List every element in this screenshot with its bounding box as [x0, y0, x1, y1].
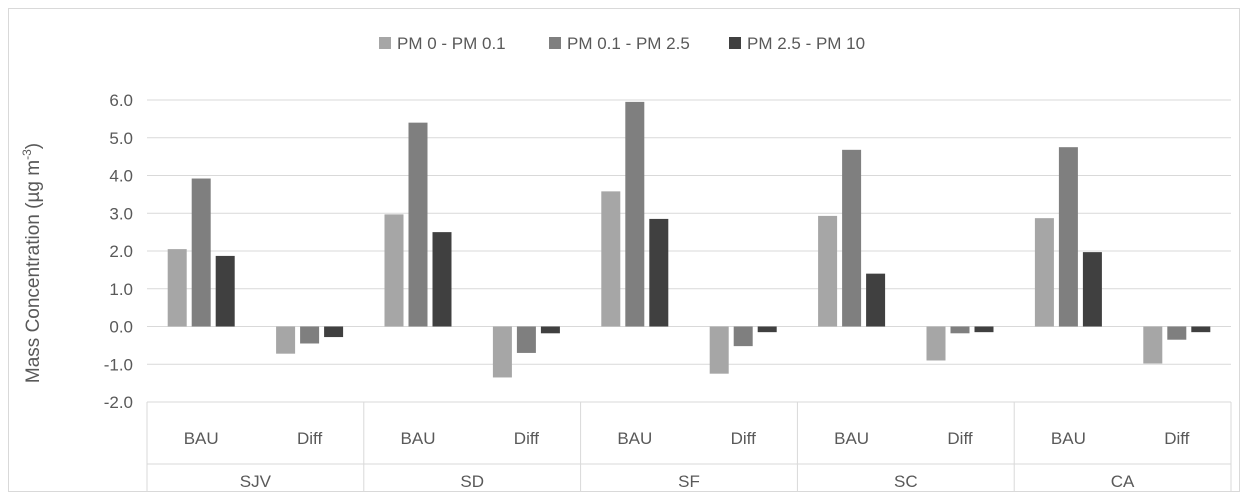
y-tick-label: 4.0: [109, 167, 133, 186]
y-tick-label: 2.0: [109, 242, 133, 261]
y-tick-label: 3.0: [109, 204, 133, 223]
bar: [432, 232, 452, 327]
x-group-label: SC: [894, 472, 918, 491]
legend-label: PM 0.1 - PM 2.5: [567, 34, 690, 53]
bar: [926, 326, 946, 361]
bar: [1058, 147, 1078, 327]
legend: PM 0 - PM 0.1 PM 0.1 - PM 2.5 PM 2.5 - PM …: [379, 34, 865, 53]
legend-swatch: [729, 37, 741, 49]
chart-frame: PM 0 - PM 0.1 PM 0.1 - PM 2.5 PM 2.5 - PM …: [8, 8, 1240, 492]
x-category-label: BAU: [834, 429, 869, 448]
bar: [540, 326, 560, 334]
bar: [601, 191, 621, 327]
bar: [276, 326, 296, 354]
bar: [1034, 218, 1054, 327]
legend-swatch: [549, 37, 561, 49]
bar: [492, 326, 512, 378]
legend-label: PM 0 - PM 0.1: [397, 34, 506, 53]
legend-swatch: [379, 37, 391, 49]
y-tick-label: 5.0: [109, 129, 133, 148]
y-axis-ticks: -2.0 -1.0 0.0 1.0 2.0 3.0 4.0 5.0 6.0: [104, 91, 133, 412]
bar: [215, 255, 235, 327]
x-category-label: Diff: [947, 429, 972, 448]
y-tick-label: 1.0: [109, 280, 133, 299]
bar: [974, 326, 994, 333]
x-category-label: BAU: [401, 429, 436, 448]
legend-label: PM 2.5 - PM 10: [747, 34, 865, 53]
bar: [866, 273, 886, 327]
y-tick-label: -2.0: [104, 393, 133, 412]
x-category-label: Diff: [1164, 429, 1189, 448]
bar: [709, 326, 729, 374]
bar: [1167, 326, 1187, 340]
bar: [1143, 326, 1163, 364]
x-category-label: Diff: [297, 429, 322, 448]
x-group-label: CA: [1111, 472, 1135, 491]
y-axis-label: Mass Concentration (µg m-3): [20, 143, 44, 383]
bar: [384, 214, 404, 327]
x-category-label: BAU: [184, 429, 219, 448]
bars: [167, 101, 1211, 378]
bar: [516, 326, 536, 353]
y-tick-label: 0.0: [109, 318, 133, 337]
bar: [625, 101, 645, 327]
x-group-label: SJV: [240, 472, 272, 491]
bar: [950, 326, 970, 334]
bar: [733, 326, 753, 347]
bar: [324, 326, 344, 338]
bar: [842, 149, 862, 327]
x-axis: BAU Diff BAU Diff BAU Diff BAU Diff BAU Diff SJV SD…: [146, 402, 1232, 491]
y-tick-label: 6.0: [109, 91, 133, 110]
x-group-label: SF: [678, 472, 700, 491]
bar-chart: PM 0 - PM 0.1 PM 0.1 - PM 2.5 PM 2.5 - PM …: [20, 34, 1232, 491]
y-tick-label: -1.0: [104, 355, 133, 374]
x-category-label: BAU: [1051, 429, 1086, 448]
bar: [1082, 252, 1102, 327]
bar: [1191, 326, 1211, 333]
bar: [757, 326, 777, 333]
x-category-label: Diff: [731, 429, 756, 448]
bar: [408, 122, 428, 327]
bar: [167, 249, 187, 327]
bar: [300, 326, 320, 344]
x-category-label: Diff: [514, 429, 539, 448]
x-group-label: SD: [460, 472, 484, 491]
bar: [818, 215, 838, 327]
x-category-label: BAU: [617, 429, 652, 448]
bar: [649, 218, 669, 327]
bar: [191, 178, 211, 327]
